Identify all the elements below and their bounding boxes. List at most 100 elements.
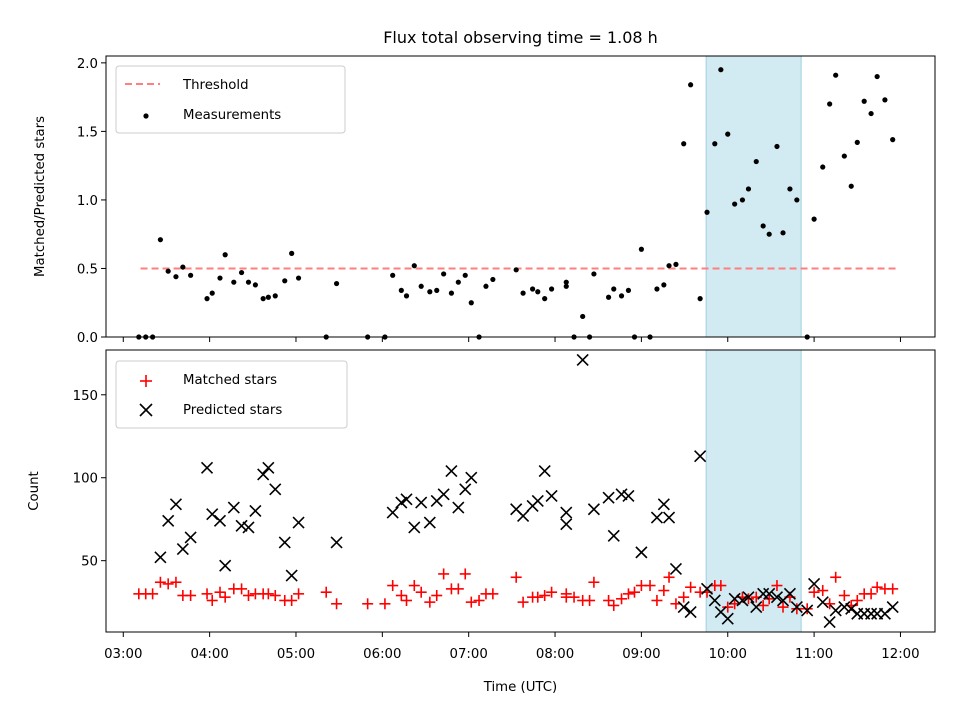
top-shaded-span: [705, 55, 802, 338]
measurement-point: [580, 313, 586, 320]
measurement-point: [448, 290, 455, 296]
matched-star-point: [777, 601, 789, 613]
measurement-point: [833, 72, 839, 78]
measurement-point: [289, 250, 295, 256]
measurement-point: [666, 263, 672, 269]
measurement-point: [725, 131, 731, 137]
matched-star-point: [722, 601, 734, 613]
measurement-point: [217, 275, 223, 281]
measurement-point: [188, 272, 194, 278]
measurement-point: [780, 230, 786, 236]
predicted-legend-swatch: [139, 403, 153, 417]
predicted-star-point: [560, 518, 573, 531]
matched-star-point: [465, 596, 477, 608]
x-tick-label: 03:00: [104, 647, 142, 662]
x-tick-label: 10:00: [709, 647, 747, 662]
matched-star-point: [395, 590, 407, 602]
ratio-panel: 0.00.51.01.52.0 Matched/Predicted stars …: [33, 55, 936, 346]
predicted-star-point: [292, 516, 305, 529]
predicted-star-point: [684, 606, 697, 619]
predicted-star-point: [886, 601, 899, 614]
predicted-star-point: [330, 536, 343, 549]
matched-star-point: [401, 594, 413, 606]
predicted-star-point: [757, 587, 770, 600]
measurement-point: [209, 290, 215, 296]
measurement-point: [697, 296, 703, 302]
matched-star-point: [170, 576, 182, 588]
measurement-point: [732, 201, 738, 207]
matched-legend-label: Matched stars: [183, 373, 277, 388]
predicted-star-point: [395, 496, 408, 509]
measurement-point: [513, 267, 519, 273]
predicted-star-point: [657, 498, 670, 511]
measurement-point: [638, 246, 644, 252]
predicted-star-point: [669, 562, 683, 576]
measurement-point: [861, 98, 867, 104]
predicted-star-point: [783, 587, 796, 600]
measurement-point: [403, 293, 410, 299]
matched-star-point: [616, 593, 628, 605]
matched-star-point: [269, 590, 281, 602]
x-tick-label: 06:00: [363, 647, 401, 662]
measurement-point: [760, 223, 766, 229]
y-tick-label: 0.0: [77, 331, 98, 346]
measurement-point: [398, 287, 404, 293]
measurement-point: [766, 231, 772, 237]
predicted-star-point: [278, 536, 291, 549]
predicted-star-point: [770, 591, 784, 604]
measurement-point: [295, 275, 302, 281]
predicted-star-point: [694, 450, 707, 463]
y-tick-label: 1.0: [77, 194, 98, 209]
predicted-star-point: [257, 468, 270, 481]
measurement-point: [811, 216, 817, 222]
x-tick-label: 05:00: [277, 647, 315, 662]
predicted-star-point: [808, 577, 821, 590]
matched-star-point: [214, 586, 226, 598]
measurement-point: [745, 186, 752, 192]
matched-star-point: [517, 596, 529, 608]
predicted-star-point: [400, 493, 413, 506]
measurement-point: [753, 158, 759, 165]
measurement-point: [874, 73, 880, 80]
matched-star-point: [678, 591, 690, 603]
bottom-legend: Matched stars Predicted stars: [115, 360, 348, 429]
predicted-star-point: [176, 542, 189, 556]
matched-star-point: [838, 590, 850, 602]
predicted-star-point: [829, 604, 842, 617]
top-legend: Threshold Measurements: [115, 65, 346, 134]
matched-star-point: [584, 594, 596, 606]
matched-star-point: [452, 583, 464, 595]
matched-star-point: [459, 568, 471, 580]
matched-star-point: [219, 591, 231, 603]
measurement-point: [854, 139, 860, 145]
matched-star-point: [473, 594, 485, 606]
x-tick-label: 09:00: [622, 647, 660, 662]
measurement-point: [427, 289, 433, 295]
matched-star-point: [242, 590, 254, 602]
matched-star-point: [757, 599, 769, 611]
predicted-star-point: [700, 582, 714, 595]
measurement-point: [688, 82, 694, 88]
measurement-point: [260, 296, 266, 302]
matched-star-point: [603, 594, 615, 606]
y-tick-label: 1.5: [77, 125, 98, 140]
matched-star-point: [763, 593, 775, 605]
matched-star-point: [387, 580, 399, 592]
top-legend-box: [115, 65, 346, 134]
predicted-star-point: [790, 601, 803, 614]
measurement-point: [673, 261, 679, 267]
matched-star-point: [865, 588, 877, 600]
matched-star-point: [851, 594, 863, 606]
measurement-point: [222, 252, 228, 258]
matched-star-point: [539, 590, 551, 602]
predicted-star-point: [219, 559, 232, 572]
measurement-point: [548, 286, 555, 292]
predicted-star-point: [607, 529, 620, 542]
predicted-star-point: [213, 514, 227, 527]
measurement-point: [681, 141, 687, 147]
measurement-point: [820, 164, 826, 170]
measurement-point: [441, 271, 447, 277]
matched-star-point: [362, 598, 374, 610]
predicted-star-point: [415, 496, 428, 509]
top-ylabel: Matched/Predicted stars: [33, 116, 48, 277]
